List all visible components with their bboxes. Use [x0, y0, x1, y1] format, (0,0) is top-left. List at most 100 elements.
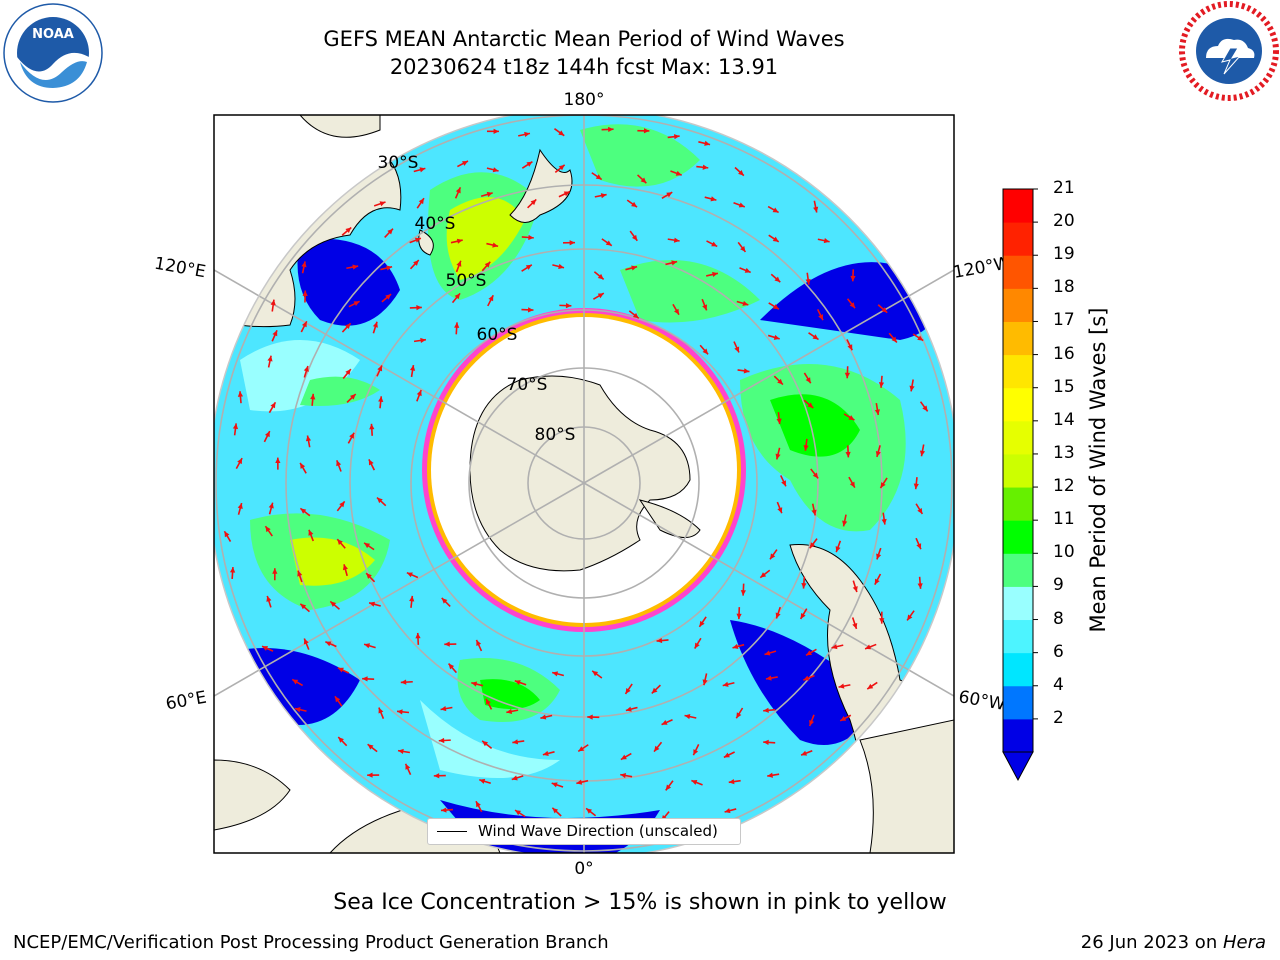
- wave-direction-arrowhead: [874, 409, 880, 416]
- wave-direction-arrowhead: [776, 418, 782, 425]
- wave-direction-arrowhead: [456, 238, 463, 244]
- wave-direction-arrowhead: [844, 372, 851, 379]
- footer-date-text: 26 Jun 2023 on: [1080, 932, 1223, 953]
- wave-direction-arrowhead: [673, 237, 680, 243]
- wave-direction-arrowhead: [368, 459, 374, 466]
- colorbar-tick-label: 15: [1053, 376, 1075, 397]
- wave-direction-arrowhead: [527, 307, 534, 313]
- wave-direction-arrowhead: [552, 807, 559, 814]
- wave-direction-arrowhead: [524, 131, 530, 138]
- wave-direction-arrowhead: [691, 780, 698, 785]
- wave-direction-arrowhead: [722, 681, 729, 687]
- chart-subtitle: 20230624 t18z 144h fcst Max: 13.91: [389, 55, 779, 79]
- wave-direction-arrowhead: [620, 754, 627, 760]
- wave-direction-arrowhead: [484, 261, 491, 268]
- wave-direction-arrowhead: [270, 299, 276, 306]
- wave-direction-arrowhead: [367, 772, 373, 778]
- wave-direction-arrowhead: [765, 675, 772, 681]
- wave-direction-arrowhead: [654, 745, 660, 752]
- wave-direction-arrowhead: [492, 167, 499, 173]
- wave-direction-arrowhead: [369, 423, 375, 430]
- wave-direction-arrowhead: [734, 346, 740, 353]
- wave-direction-arrowhead: [325, 641, 332, 647]
- wave-direction-arrowhead: [625, 687, 631, 694]
- wave-direction-arrowhead: [813, 206, 819, 213]
- wave-direction-arrowhead: [266, 595, 272, 602]
- colorbar-tick-label: 2: [1053, 707, 1064, 728]
- wave-direction-arrowhead: [693, 749, 699, 756]
- colorbar-band: [1003, 189, 1033, 223]
- wave-direction-arrowhead: [772, 207, 779, 213]
- colorbar-tick-label: 21: [1053, 178, 1075, 198]
- wave-direction-arrowhead: [671, 260, 678, 266]
- colorbar-label: Mean Period of Wind Waves [s]: [1086, 307, 1110, 633]
- wave-direction-arrowhead: [310, 393, 316, 400]
- wave-direction-arrowhead: [456, 260, 462, 267]
- wave-direction-arrowhead: [229, 567, 236, 573]
- wave-direction-arrowhead: [847, 344, 853, 351]
- wave-direction-arrowhead: [578, 746, 585, 752]
- wave-direction-arrowhead: [377, 365, 383, 372]
- wave-direction-arrowhead: [803, 675, 810, 681]
- wave-direction-arrowhead: [763, 739, 769, 745]
- wave-direction-arrowhead: [455, 187, 461, 194]
- wave-direction-arrowhead: [275, 457, 281, 464]
- wave-direction-arrowhead: [525, 264, 532, 270]
- wave-direction-arrowhead: [632, 312, 639, 319]
- wave-direction-arrowhead: [462, 161, 469, 166]
- colorbar-band: [1003, 420, 1033, 455]
- wave-direction-arrowhead: [268, 502, 274, 509]
- wave-direction-arrowhead: [349, 394, 356, 400]
- wave-direction-arrowhead: [711, 241, 718, 247]
- wave-direction-arrowhead: [336, 460, 342, 467]
- noaa-logo: NOAA: [3, 3, 103, 103]
- wave-direction-arrowhead: [337, 667, 344, 673]
- wave-direction-arrowhead: [300, 508, 307, 514]
- colorbar-tick-label: 19: [1053, 244, 1075, 265]
- wave-direction-arrowhead: [512, 739, 519, 745]
- wave-direction-arrowhead: [742, 300, 749, 306]
- wave-direction-arrowhead: [665, 784, 672, 791]
- wave-direction-arrowhead: [367, 744, 374, 750]
- wave-direction-arrowhead: [385, 294, 392, 300]
- wave-direction-arrowhead: [345, 369, 351, 376]
- colorbar-tick-label: 9: [1053, 575, 1064, 596]
- colorbar-tick-label: 4: [1053, 674, 1064, 695]
- wave-direction-arrowhead: [438, 737, 445, 744]
- wave-direction-arrowhead: [454, 322, 460, 328]
- wave-direction-arrowhead: [702, 164, 709, 170]
- colorbar-band: [1003, 387, 1033, 422]
- wave-direction-arrowhead: [551, 782, 558, 788]
- wave-direction-arrowhead: [723, 752, 730, 758]
- wave-direction-arrowhead: [865, 644, 872, 650]
- footer-date: 26 Jun 2023 on Hera: [1081, 932, 1266, 953]
- wave-direction-arrowhead: [812, 334, 819, 340]
- wave-direction-arrowhead: [917, 335, 924, 341]
- map-frame: [213, 114, 955, 854]
- wave-direction-arrowhead: [413, 260, 419, 266]
- wave-direction-arrowhead: [849, 481, 855, 488]
- wave-direction-arrowhead: [300, 603, 307, 610]
- colorbar-band: [1003, 288, 1033, 322]
- wave-direction-arrowhead: [640, 177, 647, 184]
- wave-direction-arrowhead: [366, 573, 372, 579]
- sea-ice-note: Sea Ice Concentration > 15% is shown in …: [333, 890, 947, 915]
- wave-direction-arrowhead: [811, 509, 817, 516]
- wave-direction-arrowhead: [801, 582, 807, 589]
- wave-direction-arrowhead: [631, 234, 638, 241]
- wave-direction-arrowhead: [300, 462, 306, 469]
- wave-direction-arrowhead: [702, 679, 708, 686]
- colorbar-tick-label: 11: [1053, 509, 1075, 530]
- wave-direction-arrowhead: [338, 737, 344, 743]
- wave-direction-arrowhead: [454, 293, 461, 300]
- wave-direction-arrowhead: [694, 642, 700, 649]
- footer-credit: NCEP/EMC/Verification Post Processing Pr…: [13, 932, 609, 953]
- lon-label-60w: 60°W: [957, 687, 1007, 715]
- lat-label-70s: 70°S: [507, 375, 548, 395]
- wave-direction-arrowhead: [874, 578, 880, 585]
- wave-direction-arrowhead: [400, 679, 407, 685]
- wave-direction-arrowhead: [724, 808, 731, 814]
- lon-label-0: 0°: [574, 859, 593, 879]
- wave-direction-arrowhead: [441, 597, 448, 604]
- wave-direction-arrowhead: [917, 507, 923, 514]
